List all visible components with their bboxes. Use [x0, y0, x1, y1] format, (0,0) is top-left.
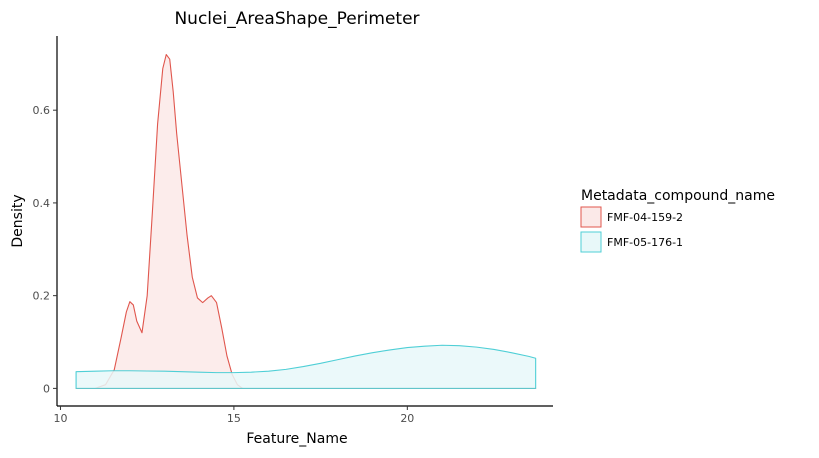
density-area-1: [75, 54, 537, 389]
y-axis-title: Density: [10, 194, 26, 247]
y-axis-ticks: 0 0.2 0.4 0.6: [33, 104, 57, 395]
x-axis-title: Feature_Name: [246, 431, 347, 447]
legend-title: Metadata_compound_name: [581, 188, 775, 204]
legend: Metadata_compound_name FMF-04-159-2 FMF-0…: [580, 188, 775, 253]
x-tick-label: 10: [53, 412, 67, 425]
y-tick-label: 0: [43, 382, 50, 395]
y-tick-label: 0.2: [33, 290, 51, 303]
x-axis-ticks: 10 15 20: [53, 406, 414, 425]
plot-area: [75, 54, 537, 389]
legend-label-1: FMF-04-159-2: [607, 211, 683, 224]
chart-title: Nuclei_AreaShape_Perimeter: [174, 9, 419, 29]
x-tick-label: 20: [400, 412, 414, 425]
y-tick-label: 0.6: [33, 104, 51, 117]
legend-key-2: [580, 231, 602, 253]
x-tick-label: 15: [227, 412, 241, 425]
legend-key-1: [580, 206, 602, 228]
legend-label-2: FMF-05-176-1: [607, 236, 683, 249]
y-tick-label: 0.4: [33, 197, 51, 210]
density-area-2: [75, 344, 537, 389]
